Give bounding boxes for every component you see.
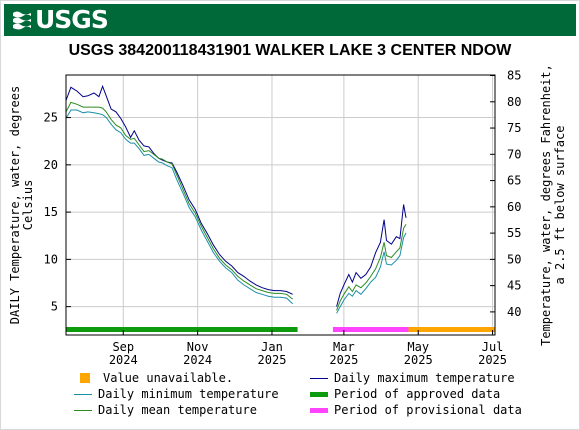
x-tick-label-month: May bbox=[407, 340, 429, 354]
y-left-tick-label: 5 bbox=[51, 300, 58, 314]
usgs-logo: USGS bbox=[12, 5, 109, 34]
legend-label: Daily minimum temperature bbox=[98, 387, 279, 401]
legend-label: Period of approved data bbox=[334, 387, 501, 401]
y-right-tick-label: 85 bbox=[507, 69, 521, 83]
period-bar bbox=[66, 327, 298, 332]
period-bars bbox=[66, 327, 495, 332]
legend-swatch bbox=[74, 409, 92, 411]
x-tick-label-year: 2024 bbox=[109, 353, 138, 367]
x-tick-label-year: 2025 bbox=[478, 353, 507, 367]
axis-ticks bbox=[66, 75, 495, 335]
x-tick-label-year: 2025 bbox=[404, 353, 433, 367]
series-line bbox=[65, 109, 294, 305]
usgs-logo-text: USGS bbox=[35, 5, 109, 34]
period-bar bbox=[408, 327, 495, 332]
y-right-tick-label: 40 bbox=[507, 305, 521, 319]
series-line bbox=[336, 204, 407, 307]
legend-swatch bbox=[310, 391, 328, 397]
series-line bbox=[336, 232, 407, 314]
y-left-tick-label: 10 bbox=[44, 252, 58, 266]
series-lines bbox=[65, 84, 407, 314]
y-right-tick-label: 75 bbox=[507, 121, 521, 135]
y-right-tick-label: 80 bbox=[507, 95, 521, 109]
x-tick-label-year: 2024 bbox=[183, 353, 212, 367]
legend-label: Daily mean temperature bbox=[98, 403, 257, 417]
x-tick-label-month: Nov bbox=[187, 340, 209, 354]
series-line bbox=[65, 101, 294, 300]
y-right-tick-label: 65 bbox=[507, 174, 521, 188]
x-tick-label-month: Jul bbox=[482, 340, 504, 354]
x-tick-label-year: 2025 bbox=[329, 353, 358, 367]
y-right-tick-label: 55 bbox=[507, 226, 521, 240]
y-left-tick-label: 25 bbox=[44, 111, 58, 125]
legend-swatch bbox=[80, 373, 90, 383]
x-tick-label-year: 2025 bbox=[258, 353, 287, 367]
legend-swatch bbox=[74, 393, 92, 395]
y-axis-right-label-line2: a 2.5 ft below surface bbox=[553, 126, 567, 285]
x-tick-labels: Sep2024Nov2024Jan2025Mar2025May2025Jul20… bbox=[109, 340, 507, 367]
legend-item: Daily mean temperature bbox=[74, 402, 257, 418]
y-left-tick-label: 15 bbox=[44, 205, 58, 219]
legend-item: Daily maximum temperature bbox=[310, 370, 515, 386]
series-line bbox=[336, 224, 407, 311]
y-right-tick-label: 45 bbox=[507, 279, 521, 293]
legend-label: Period of provisional data bbox=[334, 403, 522, 417]
y-right-tick-label: 70 bbox=[507, 147, 521, 161]
y-axis-right-label-line1: Temperature, water, degrees Fahrenheit, bbox=[539, 64, 553, 346]
y-left-tick-labels: 5 10 15 20 25 bbox=[44, 111, 58, 314]
legend: Value unavailable. Daily maximum temperat… bbox=[74, 370, 574, 424]
x-tick-label-month: Mar bbox=[333, 340, 355, 354]
chart-svg: Sep2024Nov2024Jan2025Mar2025May2025Jul20… bbox=[8, 64, 567, 367]
y-axis-left-label-line1: DAILY Temperature, water, degrees bbox=[8, 86, 22, 324]
x-tick-label-month: Sep bbox=[112, 340, 134, 354]
y-right-tick-labels: 40 45 50 55 60 65 70 75 80 85 bbox=[507, 69, 521, 319]
legend-label: Daily maximum temperature bbox=[334, 371, 515, 385]
legend-item: Period of provisional data bbox=[310, 402, 522, 418]
y-left-tick-label: 20 bbox=[44, 158, 58, 172]
legend-item: Daily minimum temperature bbox=[74, 386, 279, 402]
legend-item: Value unavailable. bbox=[80, 370, 233, 386]
legend-swatch bbox=[310, 407, 328, 413]
chart-title: USGS 384200118431901 WALKER LAKE 3 CENTE… bbox=[68, 42, 512, 59]
legend-swatch bbox=[310, 377, 328, 379]
usgs-header-bar: USGS bbox=[4, 4, 576, 36]
plot-border bbox=[65, 74, 496, 336]
grid-lines bbox=[66, 75, 495, 335]
y-axis-left-label-line2: Celsius bbox=[21, 180, 35, 231]
x-tick-label-month: Jan bbox=[261, 340, 283, 354]
usgs-wave-icon bbox=[13, 11, 31, 30]
legend-label: Value unavailable. bbox=[103, 371, 234, 385]
y-right-tick-label: 50 bbox=[507, 252, 521, 266]
legend-item: Period of approved data bbox=[310, 386, 500, 402]
y-right-tick-label: 60 bbox=[507, 200, 521, 214]
